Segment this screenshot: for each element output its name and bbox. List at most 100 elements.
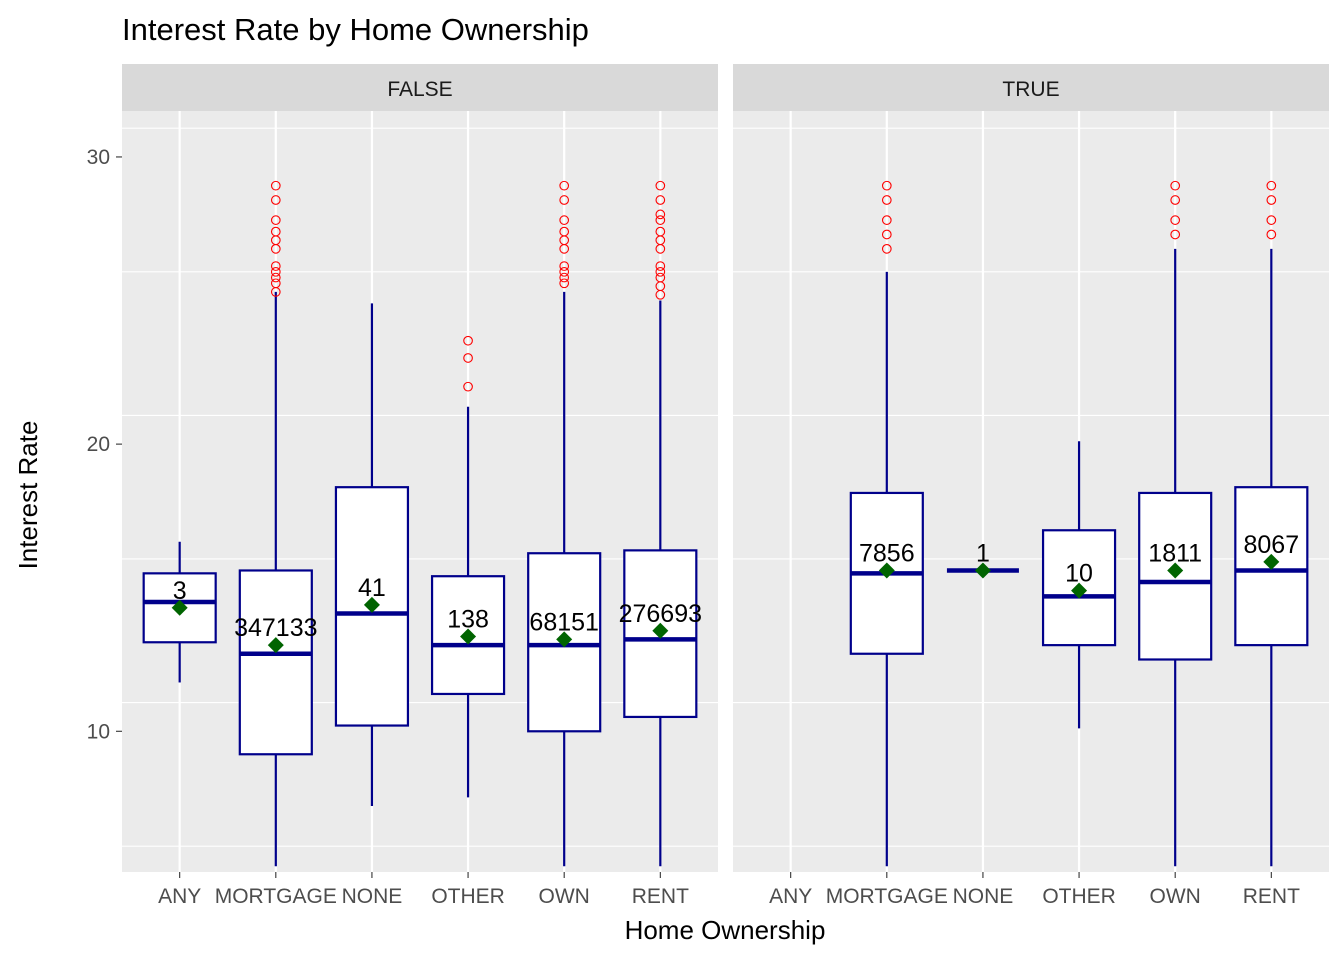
outlier-point bbox=[881, 195, 892, 205]
outlier-point bbox=[559, 278, 570, 289]
x-tick-label: MORTGAGE bbox=[826, 885, 948, 908]
outlier-point bbox=[270, 278, 281, 289]
x-tick-label: ANY bbox=[769, 885, 812, 908]
outlier-point bbox=[270, 261, 281, 271]
outlier-point bbox=[559, 272, 570, 283]
x-tick-label: OTHER bbox=[1042, 885, 1116, 908]
facet-strip-label: FALSE bbox=[387, 78, 452, 101]
facet-panel-false: FALSE ANY MORTGAGE NONE OTHER OWN RENT 3 347133 4… bbox=[122, 64, 718, 908]
count-label: 347133 bbox=[234, 614, 317, 642]
outlier-point bbox=[655, 209, 666, 220]
outlier-point bbox=[559, 266, 570, 277]
box-rent: 276693 bbox=[619, 180, 702, 867]
outlier-point bbox=[881, 180, 892, 191]
outlier-point bbox=[1266, 180, 1277, 191]
outlier-point bbox=[270, 215, 281, 225]
outlier-point bbox=[559, 215, 570, 225]
box-other: 138 bbox=[430, 335, 506, 798]
outlier-point bbox=[881, 215, 892, 225]
mean-marker bbox=[1263, 553, 1280, 570]
outlier-point bbox=[463, 335, 473, 346]
outlier-point bbox=[270, 180, 281, 191]
y-tick-label: 10 bbox=[87, 720, 110, 743]
count-label: 7856 bbox=[859, 539, 915, 567]
outlier-point bbox=[1266, 195, 1277, 205]
box-mortgage: 347133 bbox=[234, 180, 318, 867]
mean-marker bbox=[460, 628, 477, 645]
mean-marker bbox=[652, 622, 669, 639]
outlier-point bbox=[1170, 229, 1181, 240]
outlier-point bbox=[270, 226, 281, 237]
box-iqr bbox=[238, 569, 313, 756]
x-tick-label: OWN bbox=[539, 885, 590, 908]
count-label: 3 bbox=[173, 577, 187, 605]
x-tick-label: RENT bbox=[1243, 885, 1300, 908]
x-tick-label: OTHER bbox=[431, 885, 505, 908]
outlier-point bbox=[270, 272, 281, 283]
mean-marker bbox=[1167, 562, 1184, 579]
facet-strip bbox=[122, 64, 718, 111]
outlier-point bbox=[1266, 229, 1277, 240]
outlier-point bbox=[270, 195, 281, 205]
mean-marker bbox=[171, 599, 188, 616]
outlier-point bbox=[655, 226, 666, 237]
mean-marker bbox=[556, 631, 573, 648]
count-label: 8067 bbox=[1244, 531, 1300, 559]
outlier-point bbox=[1170, 195, 1181, 205]
mean-marker bbox=[1071, 582, 1088, 599]
facet-panel-true: TRUE ANY MORTGAGE NONE OTHER OWN RENT 7856 1 10 18… bbox=[733, 64, 1329, 908]
outlier-point bbox=[655, 261, 666, 271]
x-tick-label: NONE bbox=[953, 885, 1014, 908]
outlier-point bbox=[559, 226, 570, 237]
mean-marker bbox=[878, 562, 895, 579]
outlier-point bbox=[655, 195, 666, 205]
outlier-point bbox=[655, 180, 666, 191]
box-other: 10 bbox=[1041, 441, 1117, 729]
count-label: 276693 bbox=[619, 600, 702, 628]
outlier-point bbox=[1170, 180, 1181, 191]
box-none: 41 bbox=[334, 303, 410, 806]
mean-marker bbox=[363, 596, 380, 613]
y-tick-label: 20 bbox=[87, 433, 110, 456]
count-label: 41 bbox=[358, 574, 386, 602]
count-label: 68151 bbox=[529, 608, 599, 636]
outlier-point bbox=[559, 180, 570, 191]
outlier-point bbox=[1170, 215, 1181, 225]
outlier-point bbox=[655, 272, 666, 283]
x-axis-title: Home Ownership bbox=[625, 915, 826, 945]
count-label: 138 bbox=[447, 606, 489, 634]
outlier-point bbox=[655, 215, 666, 225]
x-tick-label: RENT bbox=[632, 885, 689, 908]
box-own: 68151 bbox=[527, 180, 602, 867]
outlier-point bbox=[655, 266, 666, 277]
x-tick-label: MORTGAGE bbox=[215, 885, 337, 908]
outlier-point bbox=[270, 266, 281, 277]
facet-strip-label: TRUE bbox=[1002, 78, 1059, 101]
box-rent: 8067 bbox=[1234, 180, 1309, 867]
panel-background bbox=[733, 111, 1329, 872]
mean-marker bbox=[974, 562, 991, 579]
chart-title: Interest Rate by Home Ownership bbox=[122, 12, 589, 47]
outlier-point bbox=[463, 353, 473, 363]
outlier-point bbox=[463, 381, 473, 392]
outlier-point bbox=[559, 195, 570, 205]
y-tick-label: 30 bbox=[87, 146, 110, 169]
box-none: 1 bbox=[946, 539, 1019, 579]
count-label: 1811 bbox=[1148, 539, 1202, 567]
outlier-point bbox=[881, 243, 892, 254]
outlier-point bbox=[559, 261, 570, 271]
box-any: 3 bbox=[142, 541, 217, 683]
box-mortgage: 7856 bbox=[849, 180, 924, 867]
panel-background bbox=[122, 111, 718, 872]
x-tick-label: NONE bbox=[342, 885, 403, 908]
count-label: 10 bbox=[1065, 560, 1093, 588]
outlier-point bbox=[881, 229, 892, 240]
outlier-point bbox=[1266, 215, 1277, 225]
x-tick-label: ANY bbox=[158, 885, 201, 908]
mean-marker bbox=[267, 637, 284, 654]
facet-strip bbox=[733, 64, 1329, 111]
box-own: 1811 bbox=[1138, 180, 1213, 867]
y-axis-title: Interest Rate bbox=[13, 421, 43, 570]
